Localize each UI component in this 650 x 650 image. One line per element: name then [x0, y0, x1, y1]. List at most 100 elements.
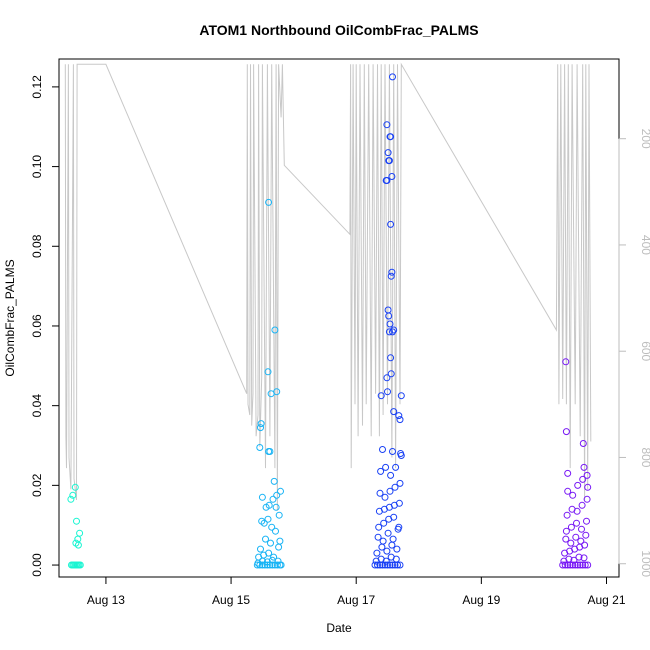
- data-point: [390, 408, 398, 416]
- data-point: [274, 557, 282, 565]
- data-point: [266, 448, 274, 455]
- data-point: [376, 489, 384, 497]
- data-point: [581, 541, 589, 549]
- data-point: [273, 561, 281, 569]
- data-point: [382, 463, 390, 471]
- data-point: [389, 328, 396, 336]
- data-point: [267, 539, 274, 547]
- data-point: [273, 491, 281, 499]
- data-point: [580, 554, 588, 562]
- data-point: [392, 555, 400, 563]
- plot-border: [58, 58, 620, 578]
- data-point: [71, 483, 79, 491]
- data-point: [268, 561, 276, 569]
- data-point: [579, 475, 587, 483]
- y2-tick-label: 800: [639, 447, 650, 467]
- data-point: [578, 525, 585, 533]
- data-point: [384, 529, 392, 537]
- data-point: [396, 479, 404, 487]
- data-point: [391, 483, 399, 491]
- data-point: [275, 543, 283, 551]
- data-point: [583, 471, 591, 479]
- data-point: [567, 539, 575, 547]
- y-tick-label: 0.12: [30, 75, 44, 99]
- data-point: [267, 390, 275, 398]
- data-point: [387, 133, 395, 141]
- data-point: [383, 121, 391, 129]
- data-point: [574, 561, 582, 569]
- y-axis: 0.00 0.02 0.04 0.06 0.08 0.10 0.12: [30, 75, 60, 577]
- data-point: [375, 523, 383, 531]
- x-tick-label: Aug 13: [87, 593, 125, 607]
- data-point: [573, 507, 581, 515]
- data-point: [271, 326, 279, 334]
- data-point: [277, 487, 284, 495]
- data-point: [264, 368, 272, 376]
- data-point: [583, 495, 591, 503]
- data-point: [74, 541, 82, 549]
- data-point: [69, 491, 77, 499]
- data-point: [384, 561, 391, 569]
- data-point: [386, 320, 394, 328]
- data-point: [584, 561, 592, 569]
- data-point: [260, 519, 268, 527]
- data-point: [268, 523, 276, 531]
- data-point: [577, 537, 585, 545]
- x-axis: Aug 13 Aug 15 Aug 17 Aug 19 Aug 21: [87, 576, 626, 607]
- data-point: [384, 388, 391, 396]
- data-point: [377, 392, 385, 400]
- data-point: [571, 561, 579, 569]
- data-point: [67, 495, 75, 503]
- altitude-line: [64, 62, 592, 511]
- data-point: [385, 328, 393, 336]
- y-axis-label: OilCombFrac_PALMS: [3, 259, 17, 376]
- y-tick-label: 0.00: [30, 553, 44, 577]
- y2-tick-label: 600: [639, 341, 650, 361]
- data-point: [386, 561, 394, 569]
- data-point: [76, 561, 84, 569]
- data-point: [564, 469, 572, 477]
- y-tick-label: 0.10: [30, 155, 44, 179]
- y-tick-label: 0.04: [30, 394, 44, 418]
- x-tick-label: Aug 15: [212, 593, 250, 607]
- y2-tick-label: 1000: [639, 550, 650, 577]
- y2-tick-label: 400: [639, 235, 650, 255]
- data-point: [373, 549, 381, 557]
- data-point: [389, 561, 396, 569]
- data-point: [374, 561, 381, 569]
- data-point: [395, 523, 403, 531]
- data-point: [371, 561, 379, 569]
- data-point: [388, 173, 396, 180]
- data-point: [395, 412, 403, 420]
- data-point: [562, 428, 570, 436]
- data-point: [264, 515, 272, 523]
- data-point: [387, 354, 395, 362]
- data-point: [265, 501, 273, 509]
- x-tick-label: Aug 19: [462, 593, 500, 607]
- y2-tick-label: 200: [639, 129, 650, 149]
- y-tick-label: 0.08: [30, 234, 44, 258]
- data-point: [387, 272, 395, 280]
- data-point: [269, 495, 277, 503]
- data-point: [374, 533, 382, 541]
- data-point: [396, 561, 404, 569]
- data-point: [275, 511, 283, 519]
- data-point: [265, 198, 273, 206]
- data-point: [387, 220, 395, 228]
- data-point: [265, 549, 273, 557]
- data-point: [569, 491, 577, 499]
- data-point: [564, 487, 572, 495]
- data-point: [570, 556, 578, 564]
- data-point: [397, 392, 405, 400]
- data-point: [276, 537, 284, 545]
- data-point: [580, 463, 588, 471]
- data-point: [379, 537, 387, 545]
- data-point: [582, 531, 590, 539]
- data-point: [270, 477, 278, 485]
- data-point: [575, 553, 583, 561]
- data-point: [273, 388, 281, 396]
- data-point: [390, 513, 398, 521]
- data-point: [387, 471, 395, 479]
- data-point: [383, 547, 391, 555]
